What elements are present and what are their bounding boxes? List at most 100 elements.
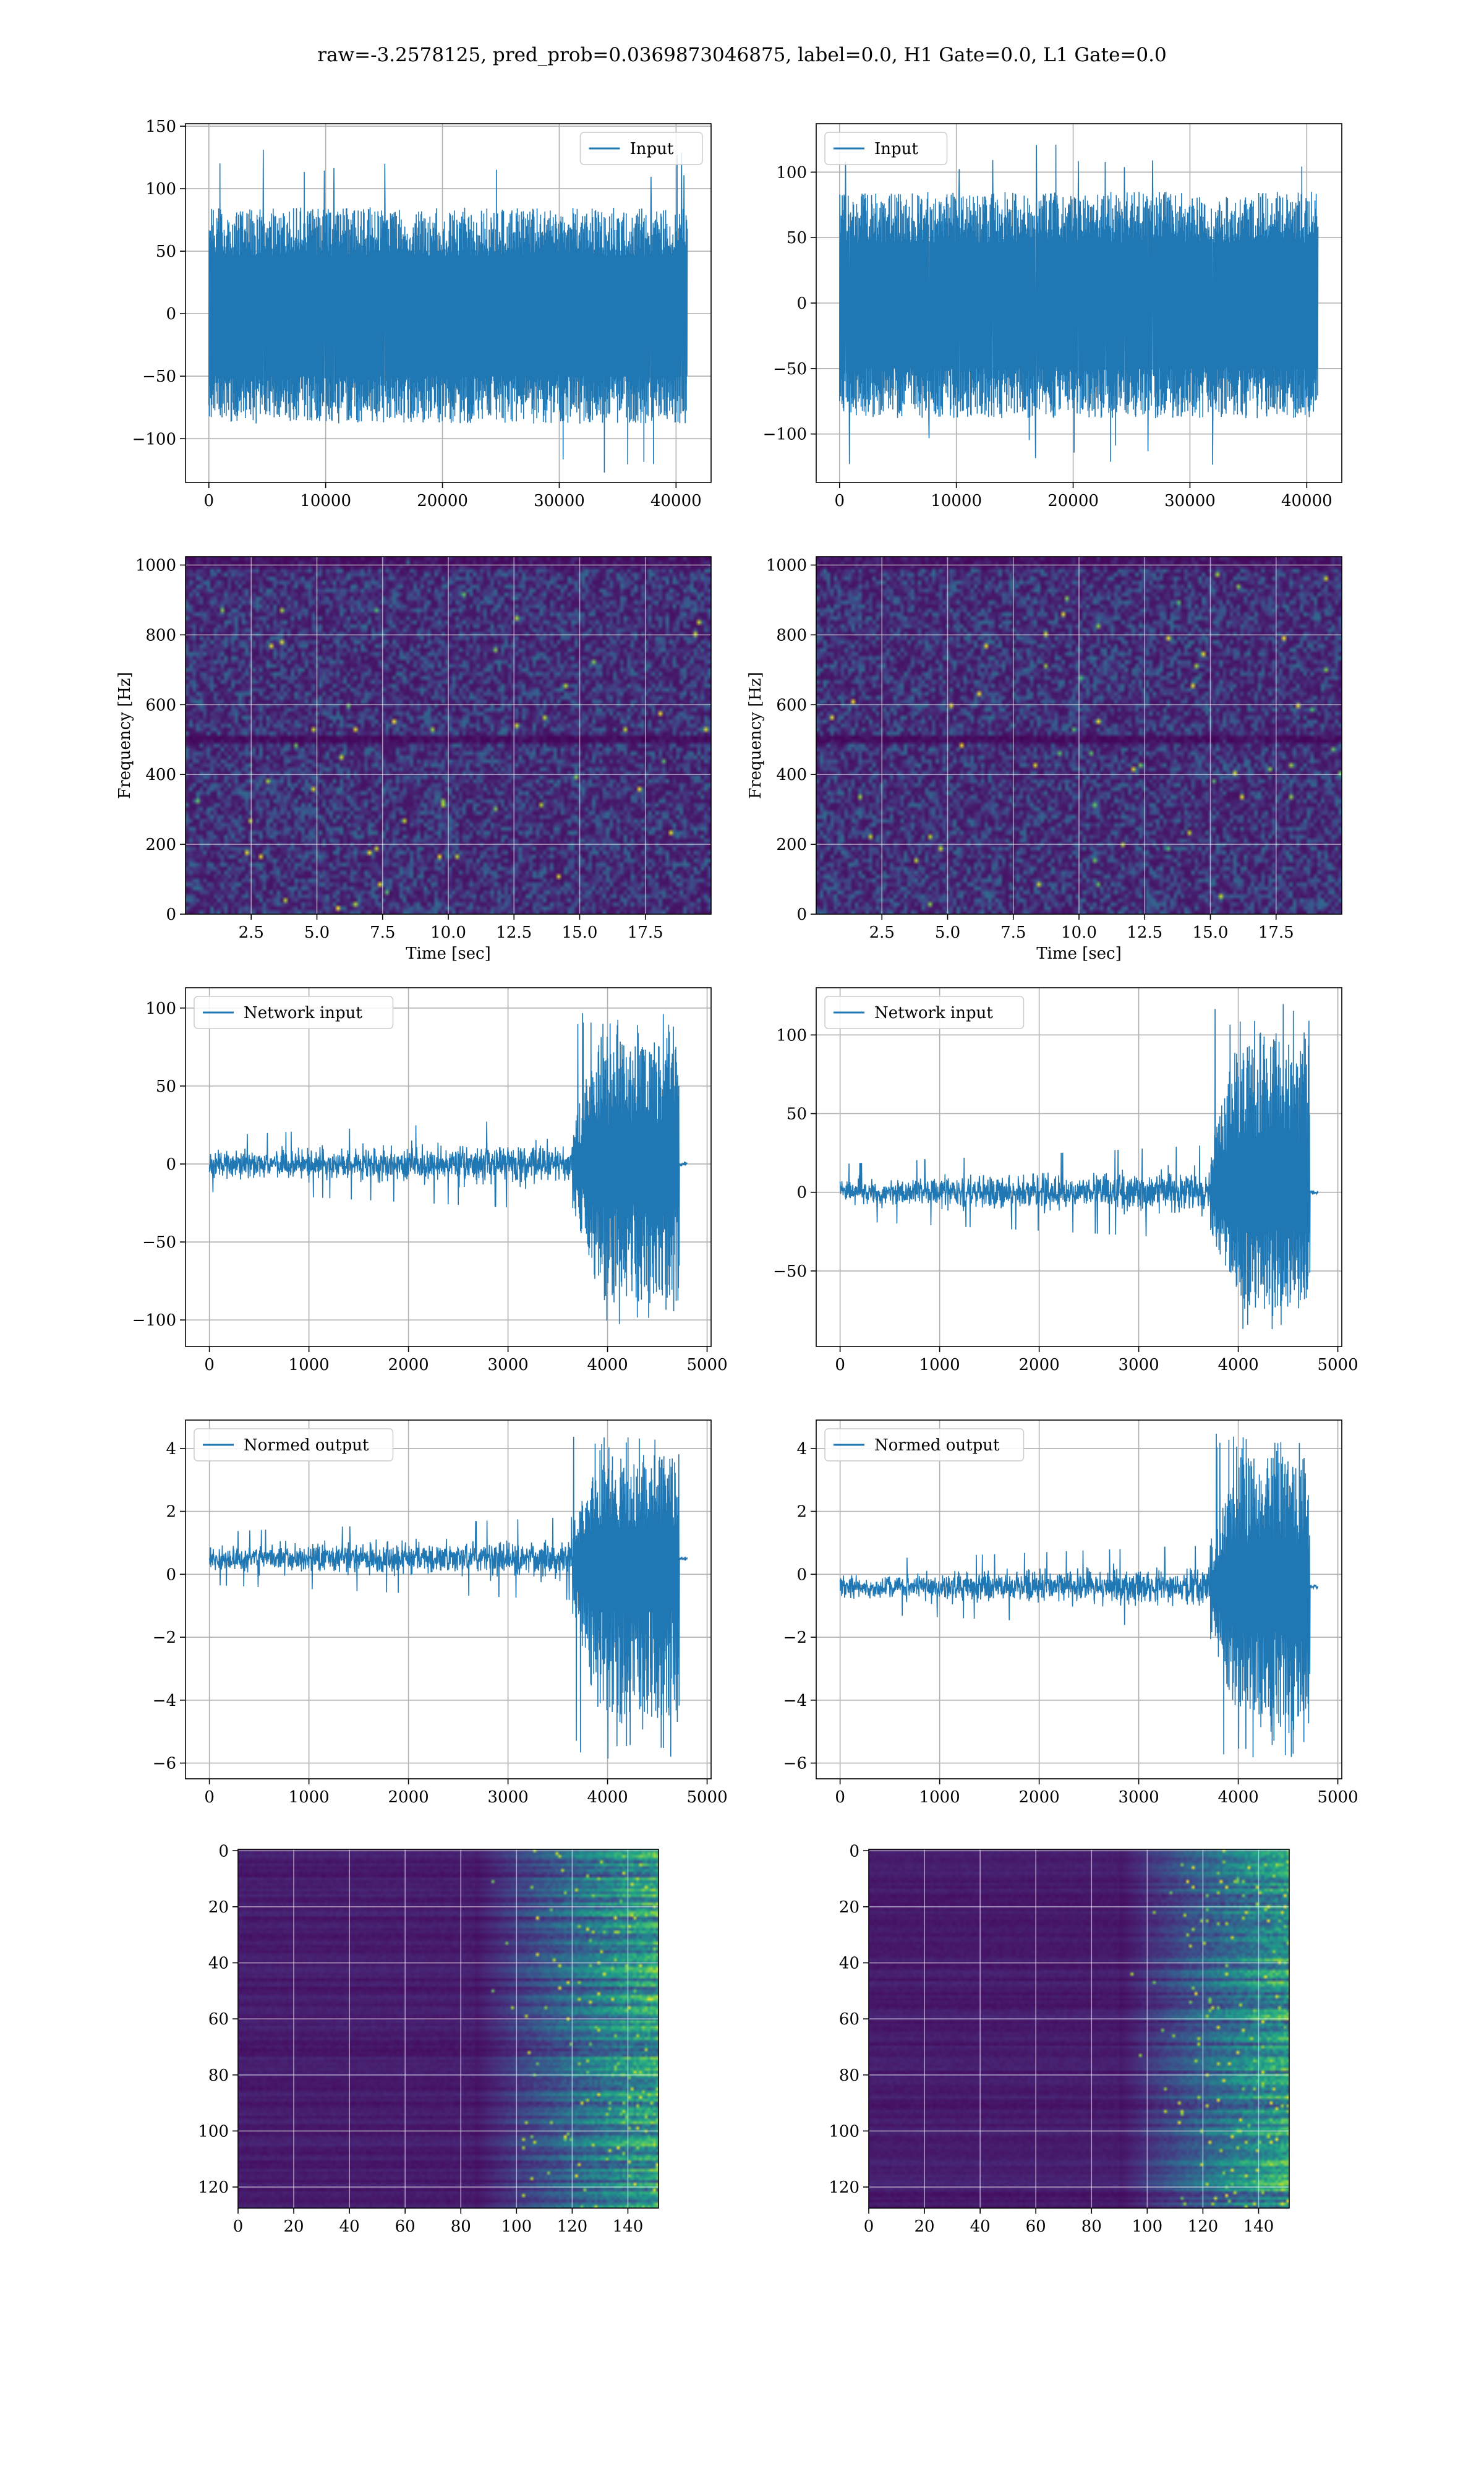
y-tick-label: 4	[796, 1440, 807, 1458]
y-tick-label: 150	[145, 118, 176, 136]
y-tick-label: 50	[787, 229, 807, 247]
x-tick-label: 15.0	[1193, 923, 1229, 942]
x-tick-label: 4000	[1217, 1356, 1258, 1374]
y-tick-label: 0	[166, 1565, 176, 1584]
x-tick-label: 0	[204, 1356, 215, 1374]
y-tick-label: 50	[156, 1077, 176, 1096]
y-tick-label: 100	[829, 2122, 859, 2141]
x-tick-label: 40	[970, 2217, 991, 2236]
x-tick-label: 80	[1081, 2217, 1102, 2236]
x-tick-label: 3000	[1119, 1356, 1159, 1374]
y-tick-label: 100	[145, 180, 176, 199]
y-tick-label: 100	[198, 2122, 229, 2141]
y-tick-label: 50	[156, 242, 176, 261]
x-tick-label: 40000	[650, 492, 702, 510]
y-tick-label: 0	[796, 1565, 807, 1584]
y-tick-label: −2	[153, 1629, 176, 1647]
legend: Network input	[194, 996, 394, 1029]
y-tick-label: 60	[839, 2010, 859, 2029]
axes-frame	[185, 123, 712, 483]
x-tick-label: 100	[1132, 2217, 1163, 2236]
y-tick-label: −50	[142, 367, 176, 386]
x-tick-label: 140	[613, 2217, 644, 2236]
plot-area	[816, 988, 1342, 1346]
chart-r2c2: 2.5 5.0 7.5 10.0 12.5 15.0 17.5 0 200 400 600 800 10…	[746, 556, 1342, 963]
axes-frame	[816, 1419, 1342, 1779]
y-tick-label: 200	[776, 836, 807, 854]
x-tick-label: 5000	[1317, 1356, 1358, 1374]
x-tick-label: 120	[557, 2217, 588, 2236]
x-tick-label: 140	[1243, 2217, 1274, 2236]
x-tick-label: 20000	[1047, 492, 1099, 510]
legend-label: Normed output	[874, 1436, 1000, 1455]
legend-box	[824, 996, 1025, 1029]
series-line	[839, 1434, 1319, 1758]
x-tick-label: 5.0	[304, 923, 330, 942]
y-tick-label: 0	[166, 1155, 176, 1174]
y-tick-label: 100	[776, 1026, 807, 1045]
plot-area	[816, 557, 1342, 914]
legend-label: Network input	[244, 1004, 362, 1022]
y-tick-label: 20	[208, 1898, 229, 1917]
y-tick-label: 50	[787, 1105, 807, 1124]
y-tick-label: 0	[796, 905, 807, 924]
x-tick-label: 3000	[1119, 1788, 1159, 1807]
axes-frame	[868, 1849, 1290, 2209]
x-tick-label: 40000	[1281, 492, 1333, 510]
legend: Normed output	[824, 1428, 1025, 1462]
x-tick-label: 10.0	[1061, 923, 1097, 942]
plot-area	[869, 1849, 1289, 2208]
x-axis-label: Time [sec]	[406, 944, 491, 963]
series-line	[839, 144, 1319, 465]
y-tick-label: 0	[796, 294, 807, 313]
figure-title: raw=-3.2578125, pred_prob=0.036987304687…	[317, 44, 1166, 66]
legend-label: Network input	[874, 1004, 993, 1022]
y-tick-label: 200	[145, 836, 176, 854]
y-tick-label: 400	[776, 766, 807, 784]
x-tick-label: 0	[835, 1788, 845, 1807]
y-tick-label: 80	[839, 2066, 859, 2085]
y-tick-label: −6	[153, 1755, 176, 1773]
y-tick-label: 120	[198, 2178, 229, 2197]
y-tick-label: 40	[208, 1954, 229, 1973]
x-tick-label: 10.0	[430, 923, 466, 942]
plot-area	[238, 1849, 659, 2208]
x-tick-label: 3000	[488, 1356, 529, 1374]
y-tick-label: 400	[145, 766, 176, 784]
y-tick-label: 120	[829, 2178, 859, 2197]
x-tick-label: 40	[339, 2217, 360, 2236]
series-line	[208, 1013, 688, 1324]
plot-area	[186, 124, 711, 482]
x-tick-label: 100	[501, 2217, 532, 2236]
x-tick-label: 1000	[919, 1788, 960, 1807]
legend-box	[194, 1428, 394, 1462]
y-tick-label: 60	[208, 2010, 229, 2029]
y-tick-label: 0	[796, 1184, 807, 1202]
x-tick-label: 2.5	[239, 923, 264, 942]
legend: Normed output	[194, 1428, 394, 1462]
x-axis-label: Time [sec]	[1036, 944, 1122, 963]
y-tick-label: 40	[839, 1954, 859, 1973]
plot-area	[186, 1420, 711, 1779]
chart-r3c2: Network input 0 1000 2000 3000 4000 5000 −50 0 50…	[773, 987, 1358, 1374]
chart-r5c2: 0 20 40 60 80 100 120 140 0 20 40 60 80 100 120	[829, 1842, 1290, 2236]
y-tick-label: 0	[218, 1842, 229, 1860]
x-tick-label: 2000	[1019, 1788, 1060, 1807]
series-line	[839, 1004, 1319, 1329]
x-tick-label: 0	[835, 1356, 845, 1374]
x-tick-label: 120	[1188, 2217, 1219, 2236]
x-tick-label: 5000	[686, 1788, 727, 1807]
y-tick-label: −100	[132, 1311, 176, 1330]
x-tick-label: 10000	[931, 492, 982, 510]
series-line	[208, 150, 688, 473]
plot-area	[816, 1420, 1342, 1779]
legend-box	[579, 132, 703, 165]
x-tick-label: 80	[451, 2217, 471, 2236]
x-tick-label: 12.5	[496, 923, 532, 942]
axes-frame	[816, 987, 1342, 1347]
x-tick-label: 12.5	[1127, 923, 1162, 942]
legend-box	[194, 996, 394, 1029]
y-tick-label: −4	[153, 1692, 176, 1710]
